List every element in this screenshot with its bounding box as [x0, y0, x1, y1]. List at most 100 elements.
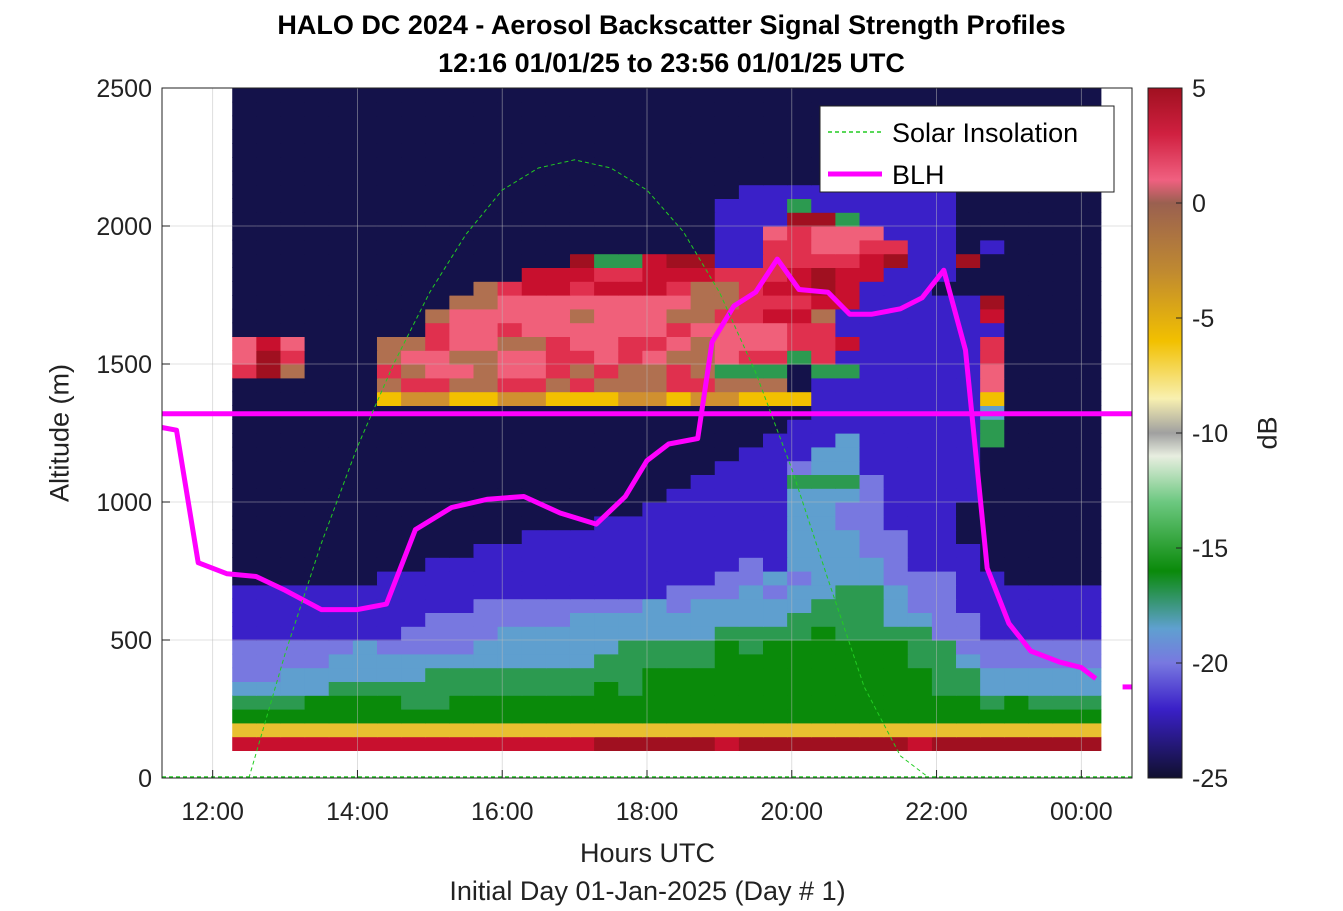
heatmap-cell: [980, 308, 1005, 324]
heatmap-cell: [931, 736, 957, 751]
heatmap-cell: [738, 598, 764, 613]
heatmap-cell: [280, 571, 306, 586]
heatmap-cell: [859, 584, 885, 600]
heatmap-cell: [328, 681, 354, 696]
heatmap-cell: [980, 226, 1005, 241]
heatmap-cell: [1004, 667, 1030, 682]
heatmap-cell: [594, 612, 619, 627]
heatmap-cell: [352, 322, 378, 337]
heatmap-cell: [787, 239, 812, 255]
heatmap-cell: [473, 198, 499, 213]
heatmap-cell: [497, 640, 523, 655]
heatmap-cell: [738, 474, 764, 489]
heatmap-cell: [280, 170, 306, 186]
heatmap-cell: [594, 295, 619, 310]
heatmap-cell: [425, 364, 450, 379]
heatmap-cell: [232, 626, 257, 641]
heatmap-cell: [594, 736, 619, 751]
heatmap-cell: [594, 115, 619, 130]
heatmap-cell: [811, 419, 836, 434]
heatmap-cell: [401, 419, 426, 434]
heatmap-cell: [763, 377, 788, 393]
heatmap-cell: [835, 584, 861, 600]
heatmap-cell: [401, 612, 426, 627]
heatmap-cell: [352, 88, 378, 103]
heatmap-cell: [1004, 308, 1030, 324]
heatmap-cell: [280, 543, 306, 558]
heatmap-cell: [352, 736, 378, 751]
colorbar-tick-label: -15: [1192, 535, 1228, 563]
heatmap-cell: [569, 488, 595, 503]
heatmap-cell: [859, 529, 885, 544]
heatmap-cell: [1052, 736, 1078, 751]
heatmap-cell: [425, 722, 450, 738]
heatmap-cell: [449, 212, 475, 227]
heatmap-cell: [883, 736, 909, 751]
heatmap-cell: [1028, 681, 1054, 696]
heatmap-cell: [738, 184, 764, 199]
heatmap-cell: [907, 653, 933, 669]
heatmap-cell: [352, 515, 378, 531]
heatmap-cell: [907, 267, 933, 282]
heatmap-cell: [352, 267, 378, 282]
heatmap-cell: [1052, 695, 1078, 710]
heatmap-cell: [569, 626, 595, 641]
heatmap-cell: [473, 170, 499, 186]
heatmap-cell: [425, 529, 450, 544]
heatmap-cell: [956, 640, 981, 655]
heatmap-cell: [980, 239, 1005, 255]
heatmap-cell: [280, 198, 306, 213]
heatmap-cell: [642, 322, 668, 337]
heatmap-cell: [328, 736, 354, 751]
heatmap-cell: [714, 170, 740, 186]
heatmap-cell: [618, 198, 643, 213]
x-tick-label: 16:00: [471, 798, 534, 826]
heatmap-cell: [425, 557, 450, 572]
heatmap-cell: [545, 695, 571, 710]
heatmap-cell: [666, 529, 692, 544]
colorbar-tick-label: -25: [1192, 765, 1228, 793]
heatmap-cell: [956, 88, 981, 103]
heatmap-cell: [545, 281, 571, 296]
heatmap-cell: [618, 557, 643, 572]
heatmap-cell: [714, 157, 740, 172]
heatmap-cell: [907, 557, 933, 572]
x-tick-label: 22:00: [905, 798, 968, 826]
heatmap-cell: [642, 391, 668, 406]
heatmap-cell: [763, 350, 788, 365]
heatmap-cell: [449, 557, 475, 572]
heatmap-cell: [642, 557, 668, 572]
heatmap-cell: [449, 143, 475, 158]
heatmap-cell: [690, 681, 716, 696]
heatmap-cell: [690, 543, 716, 558]
heatmap-cell: [690, 736, 716, 751]
heatmap-cell: [521, 101, 547, 117]
heatmap-cell: [859, 626, 885, 641]
heatmap-cell: [763, 515, 788, 531]
heatmap-cell: [1004, 267, 1030, 282]
heatmap-cell: [666, 295, 692, 310]
heatmap-cell: [618, 695, 643, 710]
heatmap-cell: [859, 640, 885, 655]
heatmap-cell: [256, 350, 282, 365]
heatmap-cell: [980, 667, 1005, 682]
heatmap-cell: [352, 377, 378, 393]
heatmap-cell: [473, 667, 499, 682]
heatmap-cell: [859, 226, 885, 241]
heatmap-cell: [811, 198, 836, 213]
heatmap-cell: [690, 157, 716, 172]
heatmap-cell: [883, 377, 909, 393]
heatmap-cell: [473, 722, 499, 738]
heatmap-cell: [787, 198, 812, 213]
heatmap-cell: [931, 253, 957, 268]
heatmap-cell: [763, 336, 788, 351]
heatmap-cell: [931, 433, 957, 448]
heatmap-cell: [714, 584, 740, 600]
heatmap-cell: [425, 143, 450, 158]
heatmap-cell: [738, 709, 764, 724]
heatmap-cell: [763, 626, 788, 641]
heatmap-cell: [425, 308, 450, 324]
heatmap-cell: [690, 267, 716, 282]
heatmap-cell: [787, 612, 812, 627]
